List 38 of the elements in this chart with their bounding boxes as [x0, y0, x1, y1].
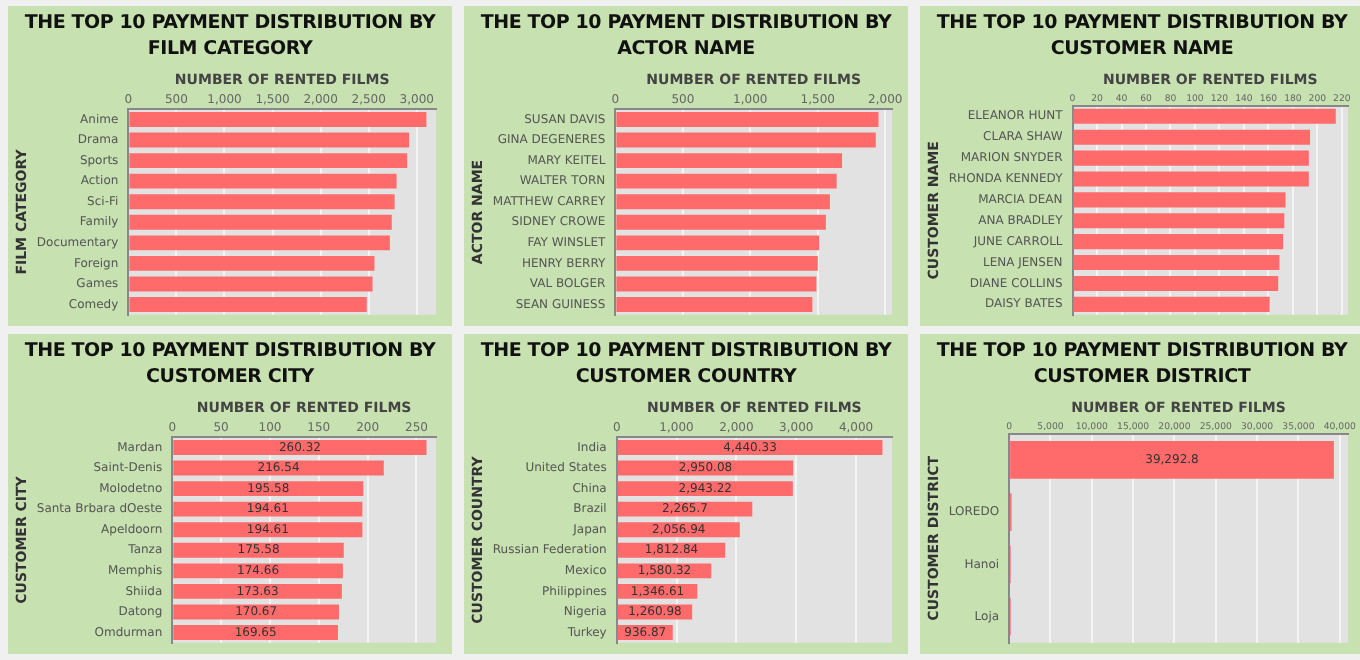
chart-title: THE TOP 10 PAYMENT DISTRIBUTION BY CUSTOMER NAME — [934, 10, 1350, 64]
bar — [617, 440, 883, 455]
bar — [1073, 192, 1286, 208]
bar — [1073, 171, 1309, 187]
chart-title: THE TOP 10 PAYMENT DISTRIBUTION BY ACTOR NAME — [478, 10, 894, 64]
bar — [1010, 441, 1334, 479]
bar — [616, 255, 818, 271]
bar — [1073, 213, 1285, 229]
bar — [1073, 296, 1270, 312]
bar — [1073, 234, 1284, 250]
bar — [173, 542, 344, 558]
bar — [1073, 150, 1309, 166]
bar — [173, 583, 342, 599]
bar — [173, 501, 363, 517]
bar — [616, 214, 826, 230]
bar — [1073, 255, 1280, 271]
bar — [173, 563, 343, 579]
bar — [616, 235, 820, 251]
bar — [616, 194, 830, 210]
bar — [1073, 129, 1311, 145]
bar — [616, 297, 813, 312]
bar — [1073, 108, 1336, 124]
bar — [617, 481, 793, 497]
bar — [173, 522, 363, 538]
bar — [616, 132, 876, 148]
bar — [616, 173, 837, 189]
chart-title: THE TOP 10 PAYMENT DISTRIBUTION BY CUSTOMER DISTRICT — [934, 338, 1350, 392]
bar — [173, 625, 338, 640]
chart-title: THE TOP 10 PAYMENT DISTRIBUTION BY CUSTOMER COUNTRY — [478, 338, 894, 392]
chart-title: THE TOP 10 PAYMENT DISTRIBUTION BY CUSTOMER CITY — [22, 338, 438, 392]
bar — [616, 153, 843, 169]
chart-title: THE TOP 10 PAYMENT DISTRIBUTION BY FILM CATEGORY — [22, 10, 438, 64]
bar — [617, 501, 753, 517]
bar — [616, 276, 817, 292]
bar — [1073, 275, 1279, 292]
bar — [173, 481, 364, 497]
bar — [616, 112, 879, 127]
bar — [173, 440, 427, 455]
